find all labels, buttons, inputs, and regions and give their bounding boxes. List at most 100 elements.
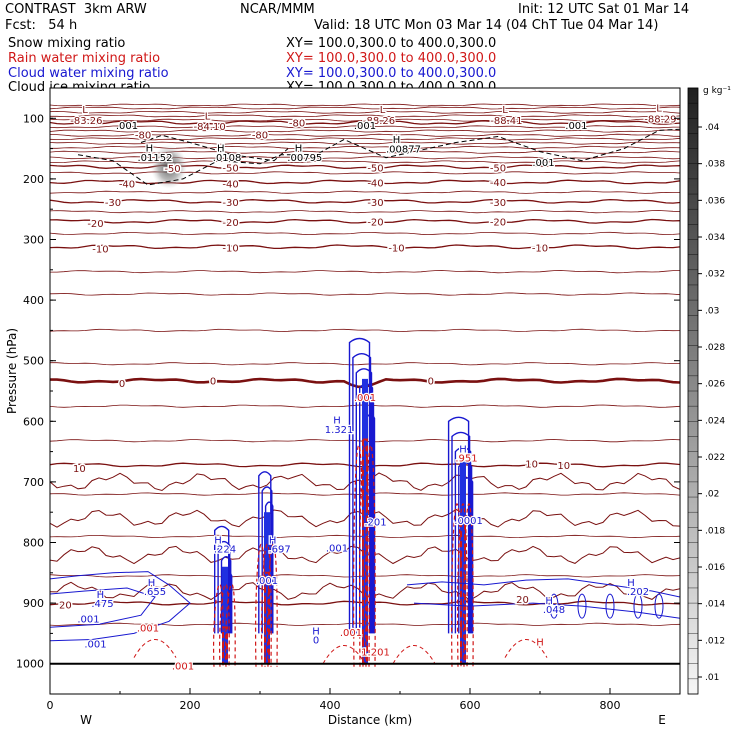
y-tick-label: 1000: [16, 658, 44, 671]
colorbar: [687, 87, 699, 695]
rain-water-contour: [224, 583, 236, 667]
cloud-water-contour: [365, 413, 376, 634]
extrema-label: .201: [364, 517, 386, 528]
cloud-water-contour: [654, 593, 664, 619]
extrema-label: .475: [91, 599, 113, 610]
extrema-label: .0108: [213, 153, 242, 164]
extrema-label: .001: [565, 121, 587, 132]
isotherm-line: [50, 328, 680, 332]
extrema-label: H: [269, 535, 277, 546]
isotherm-line: [50, 362, 680, 366]
y-tick-label: 200: [23, 173, 44, 186]
colorbar-tick-label: .012: [705, 636, 725, 646]
isotherm-line: [50, 160, 680, 164]
isotherm-label: -20: [490, 217, 506, 228]
isotherm-lower: [50, 581, 680, 601]
isotherm-label: 20: [516, 595, 529, 606]
isotherm-line: [50, 574, 680, 578]
y-tick-label: 600: [23, 415, 44, 428]
cloud-water-contour: [50, 571, 191, 642]
isotherm-line: [50, 190, 680, 194]
x-tick-label: 600: [460, 699, 481, 712]
cloud-water-contour: [447, 416, 470, 634]
rain-water-contour: [358, 444, 370, 667]
extrema-label: .0001: [454, 516, 483, 527]
isotherm-label: -10: [388, 243, 404, 254]
isotherm-line: [50, 114, 680, 118]
isotherm-label: -80: [289, 119, 305, 130]
isotherm-line: [50, 133, 680, 137]
extrema-label: .951: [455, 454, 477, 465]
y-tick-label: 900: [23, 597, 44, 610]
snow-shading: [151, 144, 187, 189]
isotherm-line: [50, 439, 680, 443]
extrema-label: .001: [137, 623, 159, 634]
extrema-label: H: [536, 637, 544, 648]
isotherm-line: [50, 125, 680, 129]
extrema-label: .00877: [386, 145, 421, 156]
y-tick-label: 500: [23, 355, 44, 368]
cloud-water-core: [362, 378, 368, 664]
cloud-water-contour: [458, 462, 473, 634]
isotherm--50: [50, 164, 680, 170]
isotherm-line: [50, 145, 680, 149]
west-label: W: [80, 713, 92, 727]
x-tick-label: 800: [600, 699, 621, 712]
extrema-label: .655: [144, 587, 166, 598]
isotherm-label: -50: [164, 164, 180, 175]
colorbar-tick-label: .034: [705, 233, 725, 243]
cloud-water-contour: [264, 501, 274, 634]
extrema-label: -88.41: [490, 116, 522, 127]
cloud-water-contour: [362, 398, 375, 634]
y-tick-label: 800: [23, 537, 44, 550]
y-tick-label: 400: [23, 294, 44, 307]
isotherm-line: [50, 106, 680, 110]
isotherm-lower: [50, 545, 680, 565]
extrema-label: .001: [354, 121, 376, 132]
extrema-label: H: [295, 143, 303, 154]
isotherm-line: [50, 110, 680, 114]
cloud-water-core: [264, 512, 270, 664]
isotherm-label: -20: [222, 218, 238, 229]
isotherm-label: 10: [557, 461, 570, 472]
y-tick-label: 100: [23, 112, 44, 125]
isotherm-line: [50, 150, 680, 154]
rain-water-contour: [504, 639, 548, 658]
extrema-label: H: [148, 578, 156, 589]
isotherm-line: [50, 103, 680, 107]
isotherm-line: [50, 118, 680, 122]
extrema-label: H: [459, 445, 467, 456]
extrema-label: .697: [268, 545, 290, 556]
extrema-label: .01152: [138, 153, 173, 164]
east-label: E: [658, 713, 666, 727]
extrema-label: 0: [313, 635, 319, 646]
isotherm--40: [50, 179, 680, 185]
field-snow-xy: XY= 100.0,300.0 to 400.0,300.0: [286, 36, 497, 51]
isotherm-label: -50: [367, 163, 383, 174]
cloud-water-contour: [220, 556, 232, 634]
isotherm-label: -80: [135, 131, 151, 142]
colorbar-tick-label: .01: [705, 673, 719, 683]
cloud-water-contour: [451, 431, 471, 634]
extrema-label: .001: [172, 662, 194, 673]
extrema-label: L: [380, 105, 386, 116]
colorbar-tick-label: .02: [705, 490, 719, 500]
cloud-water-core: [222, 566, 228, 664]
cloud-water-contour: [214, 525, 230, 634]
isotherm-label: 0: [210, 377, 216, 388]
cloud-water-contour: [50, 587, 156, 628]
extrema-label: -83.26: [70, 116, 102, 127]
colorbar-tick-label: .014: [705, 600, 725, 610]
isotherm-line: [50, 156, 680, 160]
rain-water-contour: [218, 583, 230, 667]
rain-water-contour: [364, 444, 376, 667]
isotherm-label: -40: [119, 180, 135, 191]
isotherm-lower: [50, 472, 680, 492]
extrema-label: H: [393, 135, 401, 146]
extrema-label: .001: [77, 614, 99, 625]
model-title: CONTRAST 3km ARW: [5, 2, 147, 17]
isotherm-line: [50, 137, 680, 141]
forecast-hour: Fcst: 54 h: [5, 18, 78, 33]
extrema-label: H: [312, 626, 320, 637]
cloud-water-contour: [633, 593, 643, 619]
